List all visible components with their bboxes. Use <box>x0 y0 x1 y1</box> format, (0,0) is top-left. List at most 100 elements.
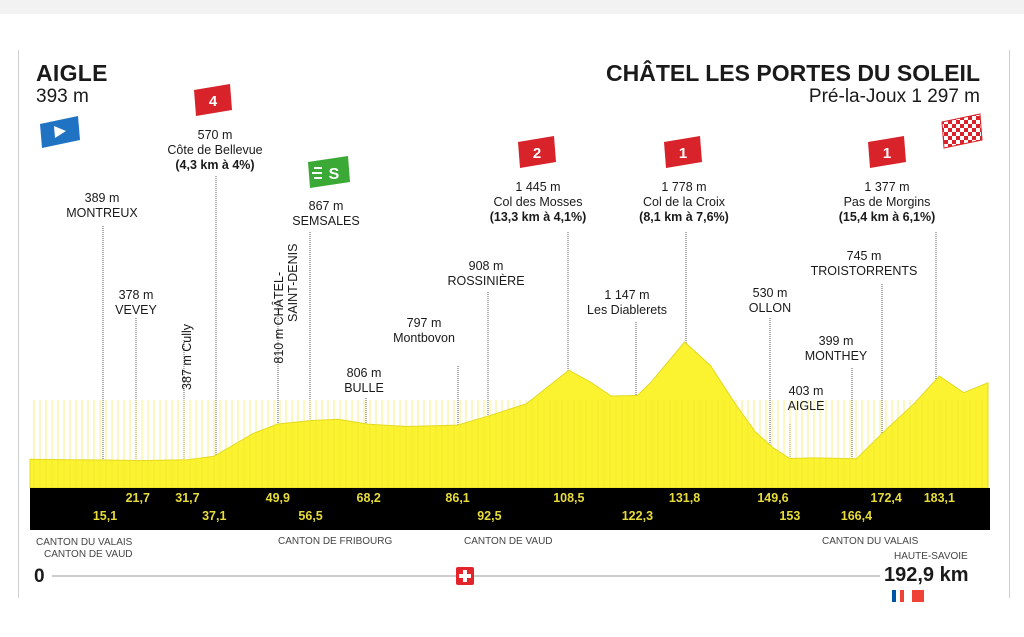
total-distance: 192,9 km <box>884 564 969 586</box>
waypoint-name: CHÂTEL- <box>272 271 286 326</box>
km-mark-bottom: 153 <box>779 509 801 523</box>
waypoint-label: 806 m BULLE <box>344 366 384 396</box>
km-mark-top: 149,6 <box>757 491 789 505</box>
start-flag-icon <box>40 116 80 148</box>
sprint-badge-label: S <box>329 166 340 183</box>
waypoint-altitude: 378 m <box>118 288 154 302</box>
km-mark-top: 131,8 <box>668 491 701 505</box>
km-mark-bottom: 92,5 <box>477 509 502 523</box>
sprint-badge-icon: S <box>308 156 350 188</box>
km-mark-top: 68,2 <box>356 491 381 505</box>
waypoint-altitude: 908 m <box>468 259 504 273</box>
climb-altitude: 570 m <box>197 128 233 142</box>
canton-label: CANTON DU VALAIS <box>822 536 919 547</box>
top-bar <box>0 0 1024 14</box>
french-flag-icon <box>892 590 928 602</box>
climb-name: Col de la Croix <box>643 195 725 209</box>
sprint-altitude: 867 m <box>308 199 344 213</box>
climb-name: Pas de Morgins <box>843 195 931 209</box>
waypoint-altitude: 389 m <box>84 191 120 205</box>
climb-label: 1 778 m Col de la Croix (8,1 km à 7,6%) <box>639 180 729 225</box>
waypoint-name: ROSSINIÈRE <box>447 274 525 288</box>
km-mark-bottom: 122,3 <box>621 509 654 523</box>
profile-area <box>29 341 989 489</box>
km-mark-top: 108,5 <box>553 491 585 505</box>
waypoint-vertical-label: 810 m CHÂTEL- SAINT-DENIS <box>272 244 300 393</box>
km-mark-top: 49,9 <box>265 491 290 505</box>
canton-label: HAUTE-SAVOIE <box>894 551 968 562</box>
km-mark-bottom: 166,4 <box>840 509 873 523</box>
swiss-flag-icon <box>456 567 474 585</box>
climb-badge-label: 1 <box>883 145 891 162</box>
waypoint-altitude: 810 m <box>272 328 286 364</box>
waypoint-name: OLLON <box>748 301 792 315</box>
climb-detail: (8,1 km à 7,6%) <box>639 210 729 224</box>
canton-label: CANTON DE VAUD <box>464 536 553 547</box>
waypoint-label: 1 147 m Les Diablerets <box>587 288 667 318</box>
climb-category-badge-icon: 1 <box>868 136 906 168</box>
canton-name: CANTON DE VAUD <box>44 549 133 560</box>
waypoint-name: MONTHEY <box>804 349 868 363</box>
km-mark-bottom: 15,1 <box>92 509 118 523</box>
climb-detail: (15,4 km à 6,1%) <box>838 210 936 224</box>
climb-altitude: 1 778 m <box>661 180 707 194</box>
waypoint-label: 403 m AIGLE <box>788 384 825 414</box>
climb-category-badge-icon: 2 <box>518 136 556 168</box>
sprint-label: 867 m SEMSALES <box>292 199 359 229</box>
waypoint-name: Les Diablerets <box>587 303 667 317</box>
waypoint-name: TROISTORRENTS <box>810 264 918 278</box>
waypoint-altitude: 403 m <box>788 384 824 398</box>
climb-detail: (4,3 km à 4%) <box>175 158 255 172</box>
finish-town-name: CHÂTEL LES PORTES DU SOLEIL <box>606 60 980 86</box>
start-distance: 0 <box>34 566 45 587</box>
waypoint-vertical-label: 387 m Cully <box>180 324 194 390</box>
canton-label: CANTON DE FRIBOURG <box>278 536 393 547</box>
waypoint-name: Montbovon <box>393 331 455 345</box>
climb-altitude: 1 377 m <box>864 180 910 194</box>
waypoint-name: BULLE <box>344 381 384 395</box>
km-mark-top: 21,7 <box>125 491 150 505</box>
climb-label: 1 377 m Pas de Morgins (15,4 km à 6,1%) <box>839 180 936 225</box>
climb-category-badge-icon: 4 <box>194 84 232 116</box>
climb-name: Côte de Bellevue <box>167 143 263 157</box>
waypoint-label: 389 m MONTREUX <box>66 191 138 221</box>
waypoint-altitude: 745 m <box>846 249 882 263</box>
finish-altitude: Pré-la-Joux 1 297 m <box>808 86 980 107</box>
waypoint-label: 378 m VEVEY <box>115 288 157 318</box>
sprint-town: SEMSALES <box>292 214 360 228</box>
waypoint-label: 908 m ROSSINIÈRE <box>447 259 524 289</box>
waypoint-altitude: 797 m <box>406 316 442 330</box>
waypoint-altitude: 1 147 m <box>604 288 650 302</box>
waypoint-label: 797 m Montbovon <box>393 316 455 346</box>
canton-label: CANTON DU VALAIS CANTON DE VAUD <box>36 537 133 561</box>
km-mark-bottom: 56,5 <box>298 509 323 523</box>
start-altitude: 393 m <box>36 86 89 107</box>
waypoint-label: 530 m OLLON <box>749 286 791 316</box>
start-town-name: AIGLE <box>36 60 108 86</box>
profile-frame <box>18 50 1010 598</box>
climb-detail: (13,3 km à 4,1%) <box>489 210 587 224</box>
waypoint-altitude: 530 m <box>752 286 788 300</box>
waypoint-name: MONTREUX <box>66 206 138 220</box>
km-mark-top: 31,7 <box>175 491 200 505</box>
canton-name: CANTON DU VALAIS <box>36 537 133 548</box>
km-mark-top: 172,4 <box>870 491 902 505</box>
finish-checkered-flag-icon <box>941 113 983 149</box>
waypoint-label: 399 m MONTHEY <box>805 334 868 364</box>
climb-altitude: 1 445 m <box>515 180 561 194</box>
km-mark-top: 183,1 <box>923 491 955 505</box>
climb-badge-label: 1 <box>679 145 687 162</box>
climb-label: 1 445 m Col des Mosses (13,3 km à 4,1%) <box>490 180 587 225</box>
km-strip <box>30 488 990 530</box>
climb-category-badge-icon: 1 <box>664 136 702 168</box>
km-mark-top: 86,1 <box>445 491 470 505</box>
waypoint-label: 745 m TROISTORRENTS <box>811 249 918 279</box>
waypoint-altitude: 399 m <box>818 334 854 348</box>
climb-name: Col des Mosses <box>493 195 583 209</box>
climb-badge-label: 4 <box>209 93 218 110</box>
waypoint-name: VEVEY <box>115 303 157 317</box>
waypoint-name: SAINT-DENIS <box>286 243 300 323</box>
climb-label: 570 m Côte de Bellevue (4,3 km à 4%) <box>167 128 262 173</box>
climb-badge-label: 2 <box>533 145 541 162</box>
